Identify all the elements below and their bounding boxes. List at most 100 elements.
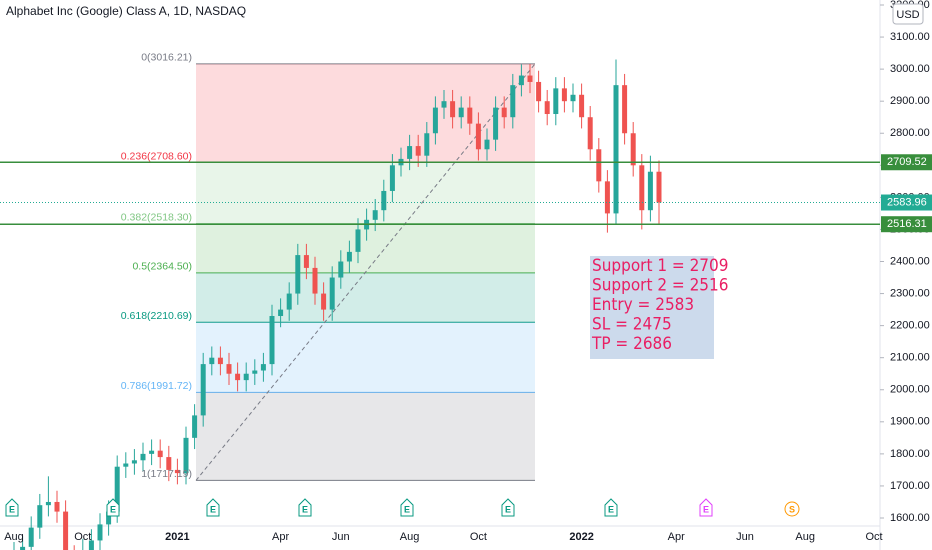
y-tick-label: 2800.00 xyxy=(890,127,930,139)
candle-body xyxy=(630,133,636,166)
candle-body xyxy=(450,101,456,118)
candle-body xyxy=(372,210,378,220)
y-tick-label: 2300.00 xyxy=(890,287,930,299)
fib-zone xyxy=(196,272,535,323)
candle-body xyxy=(587,117,593,150)
candle-body xyxy=(407,146,413,159)
candle-body xyxy=(226,364,232,374)
candle-body xyxy=(389,165,395,191)
candle-body xyxy=(63,511,69,550)
candle-body xyxy=(355,229,361,252)
candle-body xyxy=(243,373,249,381)
note-line: TP = 2686 xyxy=(591,334,672,354)
x-tick-label: Aug xyxy=(795,531,815,543)
candle-body xyxy=(484,139,490,150)
event-label: E xyxy=(302,504,308,514)
event-icon xyxy=(501,498,515,517)
candle-body xyxy=(166,457,172,470)
note-line: Entry = 2583 xyxy=(592,295,694,315)
fib-label: 0.5(2364.50) xyxy=(132,261,192,273)
candle-body xyxy=(493,107,499,140)
candle-body xyxy=(37,505,43,528)
event-icon xyxy=(206,498,220,517)
candle-body xyxy=(174,469,180,474)
price-label-bg xyxy=(881,154,932,171)
event-label: S xyxy=(789,504,795,514)
candle-body xyxy=(647,171,653,211)
candle-body xyxy=(217,357,223,365)
candle-body xyxy=(467,107,473,124)
fib-label: 0(3016.21) xyxy=(141,52,192,64)
candle-body xyxy=(656,171,662,203)
x-tick-label: 2021 xyxy=(165,531,189,543)
y-tick-label: 1700.00 xyxy=(890,480,930,492)
candle-body xyxy=(510,85,516,118)
currency-label: USD xyxy=(896,9,919,21)
candle-body xyxy=(579,94,585,118)
candle-body xyxy=(278,309,284,317)
candle-body xyxy=(123,463,129,467)
y-tick-label: 1900.00 xyxy=(890,416,930,428)
candle-body xyxy=(321,293,327,310)
y-tick-label: 1600.00 xyxy=(890,512,930,524)
fib-zone xyxy=(196,392,535,481)
candle-body xyxy=(303,255,309,268)
candle-body xyxy=(183,437,189,474)
chart-title: Alphabet Inc (Google) Class A, 1D, NASDA… xyxy=(6,4,246,18)
x-tick-label: Oct xyxy=(470,531,487,543)
candle-body xyxy=(596,149,602,182)
x-tick-label: Apr xyxy=(272,531,289,543)
candle-body xyxy=(200,364,206,416)
event-icon xyxy=(5,498,19,517)
candle-body xyxy=(622,85,628,134)
y-tick-label: 3100.00 xyxy=(890,31,930,43)
candle-body xyxy=(312,267,318,294)
fib-label: 1(1717.19) xyxy=(141,468,192,480)
candle-body xyxy=(45,501,51,506)
y-tick-label: 2100.00 xyxy=(890,352,930,364)
event-label: E xyxy=(505,504,511,514)
fib-zone xyxy=(196,322,535,393)
candle-body xyxy=(561,88,567,102)
event-label: E xyxy=(210,504,216,514)
candle-body xyxy=(527,75,533,82)
event-icon xyxy=(298,498,312,517)
candle-body xyxy=(501,107,507,118)
candle-body xyxy=(613,85,619,214)
x-tick-label: Oct xyxy=(865,531,882,543)
candle-body xyxy=(54,501,60,512)
note-line: Support 1 = 2709 xyxy=(592,256,729,276)
candle-body xyxy=(20,546,26,550)
candle-body xyxy=(544,101,550,115)
event-label: E xyxy=(110,504,116,514)
candle-body xyxy=(260,364,266,371)
fib-label: 0.618(2210.69) xyxy=(121,310,192,322)
event-icon xyxy=(604,498,618,517)
candle-body xyxy=(604,181,610,214)
price-label: 2516.31 xyxy=(887,218,927,230)
candle-body xyxy=(97,524,103,541)
fib-label: 0.382(2518.30) xyxy=(121,211,192,223)
candle-body xyxy=(338,261,344,278)
y-tick-label: 2900.00 xyxy=(890,95,930,107)
candle-body xyxy=(570,94,576,102)
fib-label: 0.236(2708.60) xyxy=(121,150,192,162)
candle-body xyxy=(209,357,215,365)
currency-badge[interactable] xyxy=(892,3,924,25)
event-icon xyxy=(699,498,713,517)
note-line: Support 2 = 2516 xyxy=(592,276,729,296)
price-label: 2583.96 xyxy=(887,196,927,208)
candle-body xyxy=(329,277,335,310)
candle-body xyxy=(381,190,387,211)
x-tick-label: Jun xyxy=(736,531,754,543)
candle-body xyxy=(475,123,481,150)
note-box xyxy=(590,256,714,359)
candle-body xyxy=(432,107,438,134)
candle-body xyxy=(458,107,464,118)
event-icon xyxy=(784,501,800,517)
event-icon xyxy=(400,498,414,517)
candle-body xyxy=(295,255,301,294)
event-icon xyxy=(106,498,120,517)
fib-zone xyxy=(196,162,535,224)
